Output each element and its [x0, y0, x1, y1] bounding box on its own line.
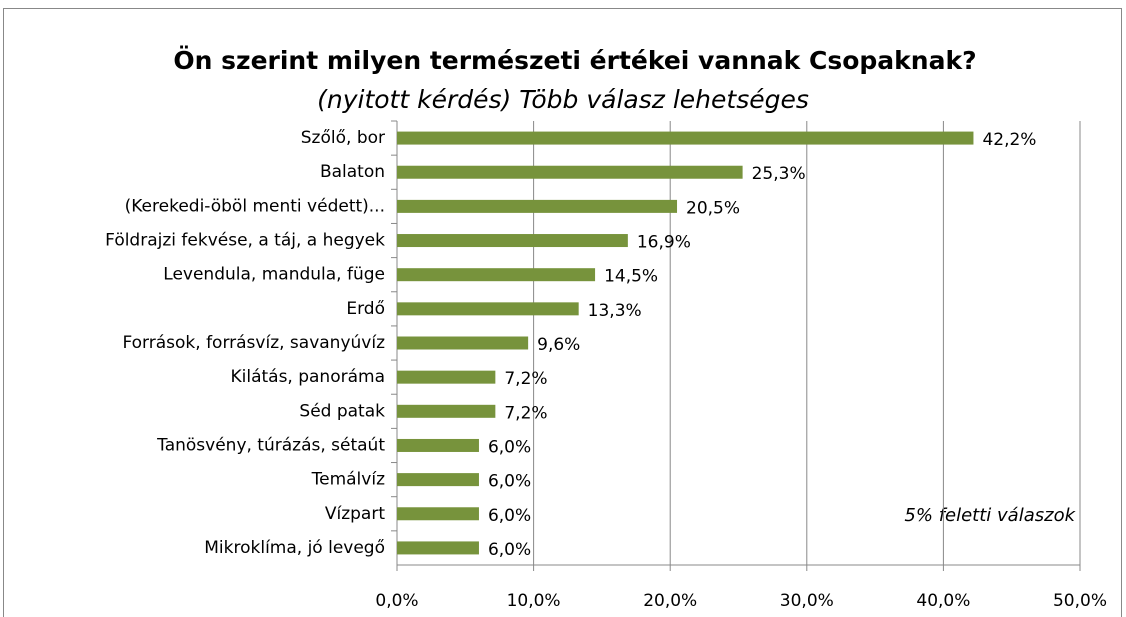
- y-tick-label: Séd patak: [299, 401, 385, 421]
- bar: [397, 370, 496, 384]
- y-tick-label: Erdő: [346, 299, 385, 319]
- x-tick-label: 30,0%: [780, 591, 834, 611]
- bar: [397, 438, 479, 452]
- bar: [397, 507, 479, 521]
- x-tick-label: 10,0%: [507, 591, 561, 611]
- data-label: 9,6%: [537, 335, 580, 355]
- y-tick-label: (Kerekedi-öböl menti védett)...: [125, 196, 385, 216]
- data-label: 7,2%: [504, 369, 547, 389]
- y-tick-label: Temálvíz: [311, 470, 385, 490]
- bar: [397, 165, 743, 179]
- bar: [397, 234, 628, 248]
- bar: [397, 199, 678, 213]
- y-tick-label: Balaton: [320, 162, 385, 182]
- data-label: 25,3%: [752, 164, 806, 184]
- annotation: 5% feletti válaszok: [904, 505, 1076, 526]
- x-tick-label: 20,0%: [643, 591, 697, 611]
- x-tick-label: 50,0%: [1053, 591, 1107, 611]
- bar: [397, 131, 974, 145]
- data-label: 13,3%: [588, 301, 642, 321]
- bar: [397, 404, 496, 418]
- y-tick-label: Mikroklíma, jó levegő: [204, 538, 385, 558]
- y-tick-label: Levendula, mandula, füge: [163, 265, 385, 285]
- bar: [397, 302, 579, 316]
- data-label: 7,2%: [504, 403, 547, 423]
- chart-frame: [3, 8, 1122, 617]
- data-label: 6,0%: [488, 472, 531, 492]
- y-tick-label: Források, forrásvíz, savanyúvíz: [122, 333, 385, 353]
- data-label: 20,5%: [686, 198, 740, 218]
- data-label: 6,0%: [488, 437, 531, 457]
- chart-subtitle: (nyitott kérdés) Több válasz lehetséges: [317, 85, 809, 114]
- data-label: 16,9%: [637, 233, 691, 253]
- data-label: 6,0%: [488, 506, 531, 526]
- data-label: 6,0%: [488, 540, 531, 560]
- data-label: 14,5%: [604, 267, 658, 287]
- bar: [397, 473, 479, 487]
- y-tick-label: Földrajzi fekvése, a táj, a hegyek: [105, 231, 385, 251]
- chart-title: Ön szerint milyen természeti értékei van…: [173, 45, 976, 75]
- y-tick-label: Kilátás, panoráma: [230, 367, 385, 387]
- y-tick-label: Szőlő, bor: [301, 128, 385, 148]
- bar: [397, 541, 479, 555]
- data-label: 42,2%: [982, 130, 1036, 150]
- y-tick-label: Tanösvény, túrázás, sétaút: [156, 435, 385, 455]
- x-tick-label: 40,0%: [916, 591, 970, 611]
- x-tick-label: 0,0%: [375, 591, 418, 611]
- y-tick-label: Vízpart: [325, 504, 385, 524]
- bar: [397, 336, 529, 350]
- bar: [397, 268, 596, 282]
